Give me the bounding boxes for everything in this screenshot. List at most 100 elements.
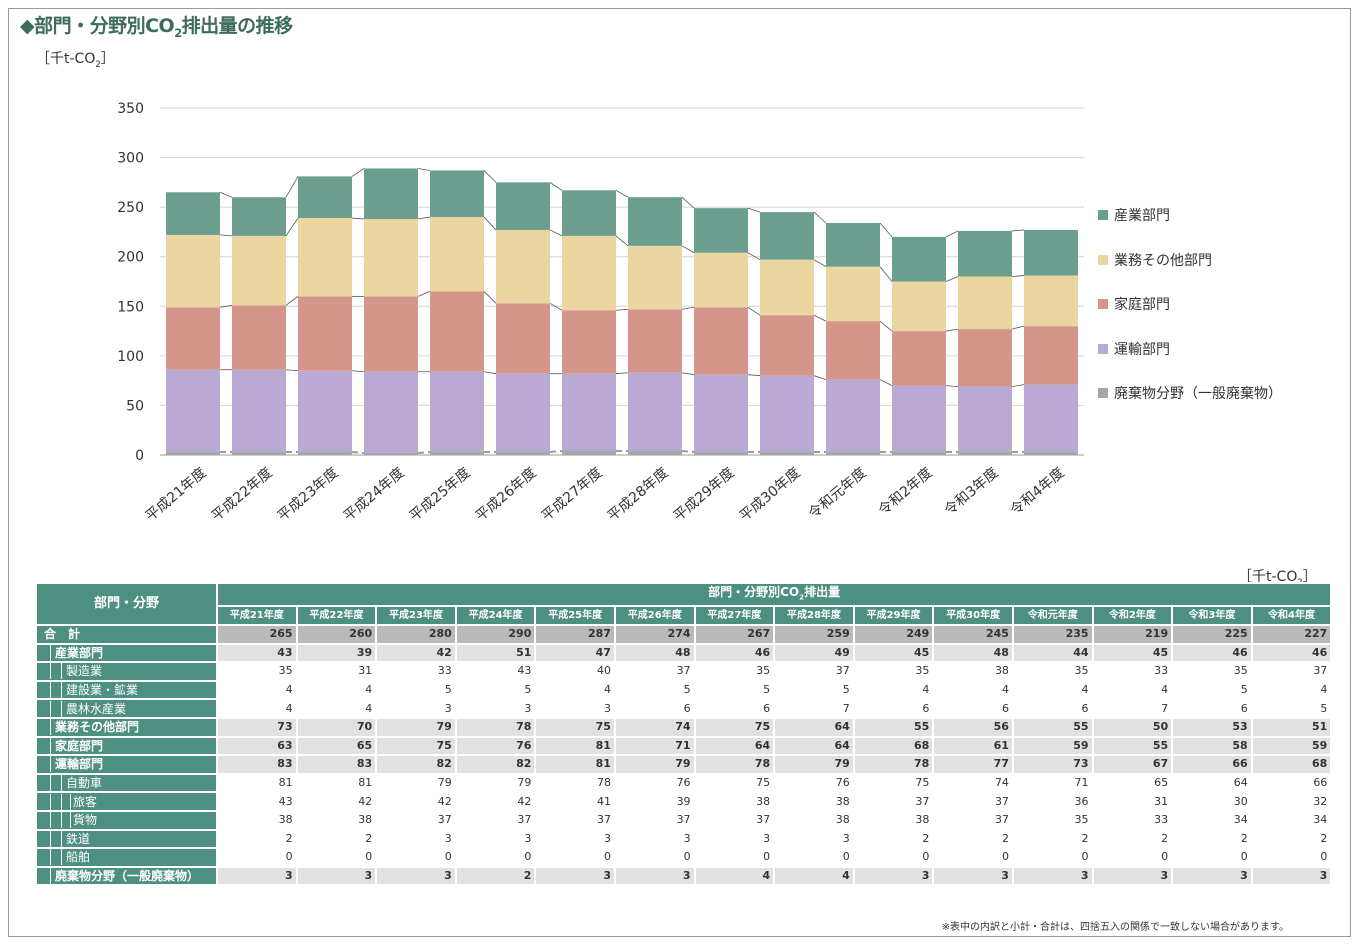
value-cell: 260: [295, 624, 378, 645]
bar-segment: [1024, 384, 1078, 453]
value-cell: 55: [852, 716, 935, 738]
bar-segment: [562, 451, 616, 455]
row-label-cell: 旅客: [35, 791, 218, 812]
value-cell: 4: [693, 865, 776, 887]
value-cell: 3: [773, 828, 855, 850]
value-cell: 64: [1171, 772, 1253, 794]
table-row: 建設業・鉱業 4 4 5 5 4 5 5 5 4 4 4 4 5 4: [35, 679, 1333, 701]
value-cell: 235: [1011, 624, 1094, 645]
value-cell: 3: [852, 865, 935, 887]
value-cell: 30: [1171, 791, 1253, 812]
table-row: 船舶 0 0 0 0 0 0 0 0 0 0 0 0 0 0: [35, 847, 1333, 868]
connector-line: [879, 379, 893, 386]
value-cell: 45: [852, 642, 935, 664]
value-cell: 35: [1011, 661, 1094, 682]
bar-segment: [496, 182, 550, 230]
value-cell: 76: [454, 735, 537, 757]
value-cell: 76: [773, 772, 855, 794]
connector-line: [813, 375, 827, 381]
row-label: 鉄道: [66, 831, 91, 846]
value-cell: 76: [613, 772, 696, 794]
connector-line: [945, 328, 959, 332]
connector-line: [615, 372, 629, 375]
table-row: 産業部門 43 39 42 51 47 48 46 49 45 48 44 45 46 46: [35, 642, 1333, 664]
year-header: 平成26年度: [613, 605, 696, 626]
year-header: 平成25年度: [534, 605, 616, 626]
connector-line: [747, 207, 761, 213]
connector-line: [879, 266, 893, 282]
bar-segment: [628, 197, 682, 246]
value-cell: 3: [613, 828, 696, 850]
value-cell: 38: [216, 809, 298, 831]
value-cell: 3: [932, 865, 1014, 887]
year-header: 平成27年度: [693, 605, 776, 626]
value-cell: 31: [1091, 791, 1174, 812]
row-label-cell: 家庭部門: [35, 735, 218, 757]
legend-item: 業務その他部門: [1098, 250, 1282, 295]
value-cell: 74: [613, 716, 696, 738]
year-header: 令和2年度: [1091, 605, 1174, 626]
bar-segment: [364, 371, 418, 454]
value-cell: 0: [852, 847, 935, 868]
value-cell: 5: [1171, 679, 1253, 701]
value-cell: 6: [1171, 698, 1253, 719]
row-label-cell: 運輸部門: [35, 754, 218, 775]
year-header: 平成21年度: [216, 605, 298, 626]
row-label: 合 計: [44, 627, 81, 642]
value-cell: 68: [852, 735, 935, 757]
value-cell: 43: [216, 791, 298, 812]
year-header: 平成23年度: [375, 605, 457, 626]
page-title: ◆部門・分野別CO2排出量の推移: [20, 15, 293, 40]
x-tick-label: 平成26年度: [473, 465, 540, 525]
value-cell: 31: [295, 661, 378, 682]
connector-line: [219, 191, 233, 198]
value-cell: 38: [693, 791, 776, 812]
connector-line: [483, 170, 497, 183]
bar-segment: [826, 223, 880, 267]
row-label: 製造業: [66, 664, 103, 679]
value-cell: 73: [216, 716, 298, 738]
connector-line: [219, 234, 233, 237]
value-cell: 2: [454, 865, 537, 887]
bar-segment: [364, 168, 418, 220]
year-header: 平成30年度: [932, 605, 1014, 626]
bar-segment: [760, 259, 814, 316]
value-cell: 75: [852, 772, 935, 794]
bar-segment: [958, 386, 1012, 453]
value-cell: 70: [295, 716, 378, 738]
value-cell: 36: [1011, 791, 1094, 812]
legend-item: 廃棄物分野（一般廃棄物）: [1098, 383, 1282, 428]
value-cell: 37: [773, 661, 855, 682]
value-cell: 35: [216, 661, 298, 682]
bar-segment: [958, 276, 1012, 330]
value-cell: 37: [932, 791, 1014, 812]
value-cell: 37: [852, 791, 935, 812]
value-cell: 4: [295, 698, 378, 719]
value-cell: 219: [1091, 624, 1174, 645]
x-tick-label: 平成27年度: [539, 465, 606, 525]
connector-line: [417, 451, 431, 455]
value-cell: 265: [216, 624, 298, 645]
value-cell: 58: [1171, 735, 1253, 757]
bar-segment: [562, 310, 616, 374]
year-header: 令和4年度: [1250, 605, 1333, 626]
connector-line: [483, 291, 497, 304]
value-cell: 34: [1171, 809, 1253, 831]
value-cell: 35: [852, 661, 935, 682]
connector-line: [681, 306, 695, 310]
value-cell: 4: [852, 679, 935, 701]
bar-segment: [298, 218, 352, 297]
bar-segment: [958, 230, 1012, 277]
row-label-cell: 鉄道: [35, 828, 218, 850]
row-label-cell: 廃棄物分野（一般廃棄物）: [35, 865, 218, 887]
value-cell: 3: [454, 828, 537, 850]
connector-line: [879, 320, 893, 332]
value-cell: 2: [1171, 828, 1253, 850]
connector-line: [681, 372, 695, 376]
value-cell: 3: [534, 698, 616, 719]
value-cell: 37: [454, 809, 537, 831]
bar-segment: [496, 229, 550, 304]
value-cell: 4: [1011, 679, 1094, 701]
bar-segment: [628, 309, 682, 373]
value-cell: 81: [216, 772, 298, 794]
